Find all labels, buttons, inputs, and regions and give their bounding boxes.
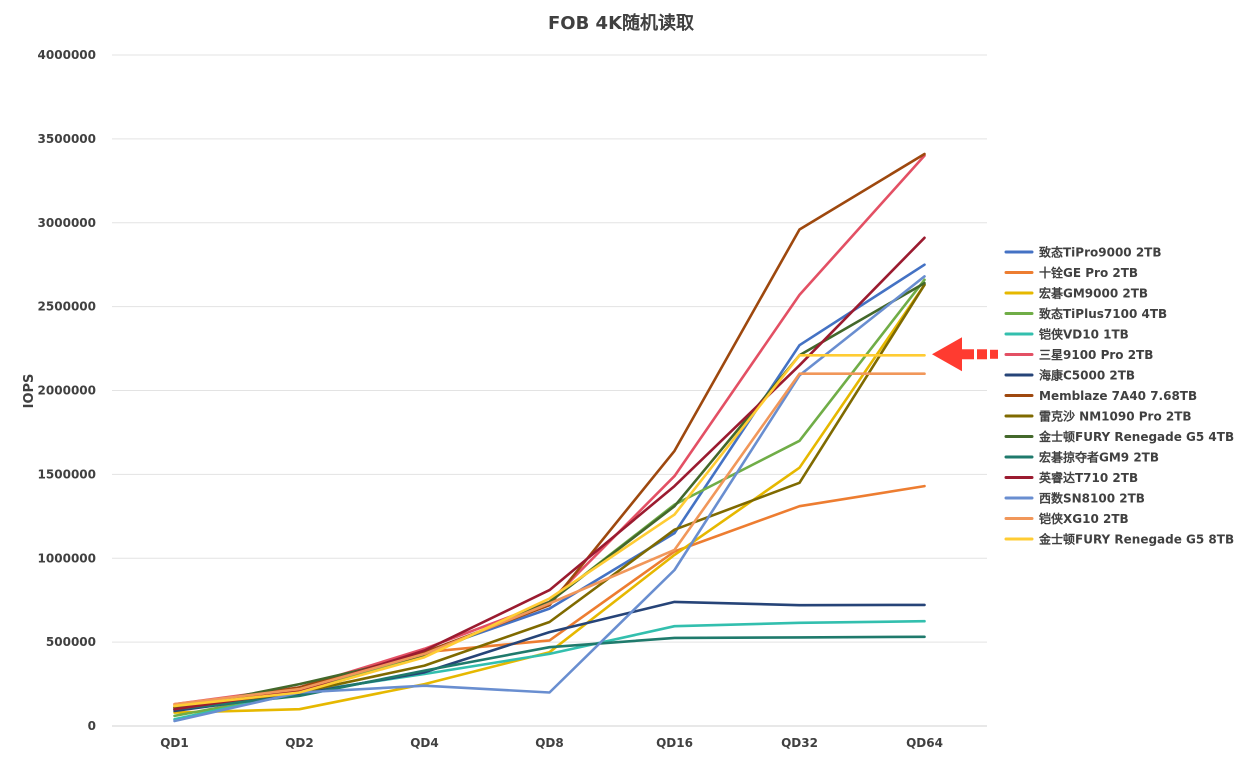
y-tick-label: 500000 — [46, 635, 96, 649]
legend-label: Memblaze 7A40 7.68TB — [1039, 389, 1197, 403]
y-tick-label: 3000000 — [38, 216, 96, 230]
y-axis-ticks: 0 500000 1000000 1500000 2000000 2500000 30000… — [38, 48, 96, 733]
arrow-shaft-segment — [977, 349, 987, 360]
legend-label: 金士顿FURY Renegade G5 8TB — [1038, 532, 1234, 547]
x-tick-label: QD16 — [656, 736, 693, 750]
x-tick-label: QD64 — [906, 736, 943, 750]
legend-label: 西数SN8100 2TB — [1039, 491, 1145, 506]
y-tick-label: 1000000 — [38, 551, 96, 565]
x-tick-label: QD1 — [160, 736, 189, 750]
y-tick-label: 4000000 — [38, 48, 96, 62]
legend-item: 三星9100 Pro 2TB — [1004, 348, 1153, 362]
x-tick-label: QD32 — [781, 736, 818, 750]
x-tick-label: QD8 — [535, 736, 564, 750]
legend-label: 铠侠XG10 2TB — [1039, 511, 1129, 526]
legend-label: 宏碁掠夺者GM9 2TB — [1039, 450, 1159, 465]
x-tick-label: QD2 — [285, 736, 314, 750]
y-tick-label: 2500000 — [38, 300, 96, 314]
legend-label: 海康C5000 2TB — [1039, 368, 1135, 383]
y-tick-label: 2000000 — [38, 384, 96, 398]
series-line — [173, 372, 926, 706]
legend-item: 致态TiPlus7100 4TB — [1004, 306, 1167, 321]
series-line — [173, 484, 926, 708]
series-line — [173, 283, 926, 714]
legend-label: 雷克沙 NM1090 Pro 2TB — [1039, 409, 1192, 424]
legend-item: 金士顿FURY Renegade G5 8TB — [1004, 532, 1234, 547]
series-line — [173, 152, 926, 709]
arrow-shaft-segment — [962, 349, 974, 360]
y-tick-label: 3500000 — [38, 132, 96, 146]
legend-item: 雷克沙 NM1090 Pro 2TB — [1004, 409, 1192, 424]
legend: 致态TiPro9000 2TB 十铨GE Pro 2TB 宏碁GM9000 2TB 致… — [1004, 245, 1234, 547]
series-line — [173, 281, 926, 711]
arrow-shaft-segment — [990, 349, 998, 359]
arrow-head — [932, 337, 962, 372]
y-axis-label: IOPS — [22, 374, 37, 409]
series-line — [173, 619, 926, 721]
chart-title: FOB 4K随机读取 — [548, 12, 695, 34]
legend-label: 英睿达T710 2TB — [1039, 470, 1138, 485]
legend-label: 金士顿FURY Renegade G5 4TB — [1038, 429, 1234, 444]
legend-item: 英睿达T710 2TB — [1004, 470, 1138, 485]
legend-label: 十铨GE Pro 2TB — [1039, 265, 1138, 280]
series-lines — [173, 152, 926, 723]
legend-label: 三星9100 Pro 2TB — [1039, 348, 1153, 362]
y-tick-label: 1500000 — [38, 467, 96, 481]
series-line — [173, 635, 926, 711]
legend-item: 宏碁GM9000 2TB — [1004, 286, 1148, 301]
x-axis-ticks: QD1 QD2 QD4 QD8 QD16 QD32 QD64 — [160, 736, 943, 750]
legend-label: 致态TiPlus7100 4TB — [1039, 306, 1167, 321]
legend-item: 铠侠VD10 1TB — [1004, 327, 1129, 342]
legend-label: 宏碁GM9000 2TB — [1039, 286, 1148, 301]
legend-item: 海康C5000 2TB — [1004, 368, 1135, 383]
series-line — [173, 600, 926, 713]
legend-item: 十铨GE Pro 2TB — [1004, 265, 1138, 280]
series-line — [173, 353, 926, 708]
legend-item: 金士顿FURY Renegade G5 4TB — [1004, 429, 1234, 444]
legend-label: 致态TiPro9000 2TB — [1039, 245, 1162, 260]
legend-item: 宏碁掠夺者GM9 2TB — [1004, 450, 1159, 465]
legend-item: 西数SN8100 2TB — [1004, 491, 1145, 506]
series-line — [173, 236, 926, 711]
y-tick-label: 0 — [88, 719, 96, 733]
gridlines — [112, 54, 987, 727]
annotation-arrow — [932, 337, 998, 372]
series-line — [173, 278, 926, 718]
legend-item: 铠侠XG10 2TB — [1004, 511, 1129, 526]
legend-item: Memblaze 7A40 7.68TB — [1004, 389, 1197, 403]
legend-item: 致态TiPro9000 2TB — [1004, 245, 1162, 260]
x-tick-label: QD4 — [410, 736, 439, 750]
legend-label: 铠侠VD10 1TB — [1039, 327, 1129, 342]
